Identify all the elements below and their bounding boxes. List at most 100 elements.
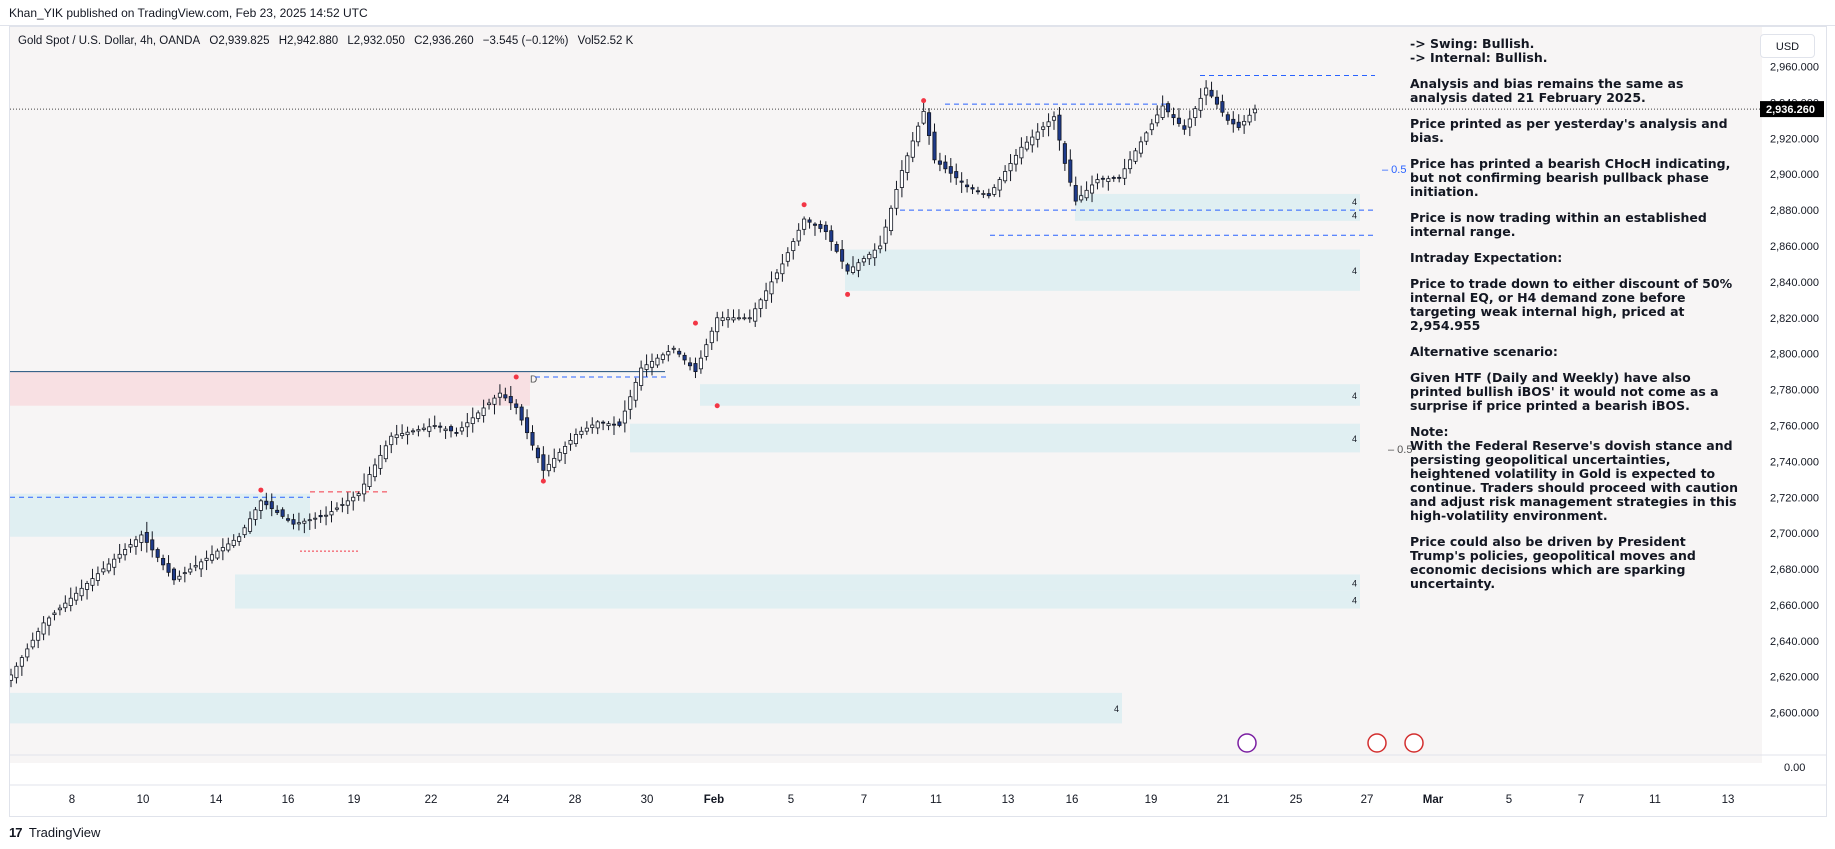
x-tick-label: 8 <box>69 794 75 806</box>
candle-body <box>850 266 856 273</box>
note-trump: Price could also be driven by President … <box>1410 534 1696 591</box>
candle <box>378 444 383 475</box>
candle-body <box>747 317 752 320</box>
candle <box>1182 119 1187 135</box>
event-marker-icon <box>1404 733 1424 753</box>
candle-body <box>883 226 888 244</box>
candle <box>291 513 296 530</box>
candle-body <box>1198 97 1203 111</box>
candle-body <box>367 474 372 487</box>
candle-body <box>334 507 339 510</box>
candle-body <box>79 587 84 597</box>
x-tick-label: 7 <box>1578 794 1584 806</box>
candle <box>856 258 861 278</box>
candle-body <box>1041 126 1046 130</box>
currency-button[interactable]: USD <box>1760 34 1815 58</box>
ohlc-low: L2,932.050 <box>347 35 405 47</box>
candle <box>68 587 73 612</box>
swing-point <box>845 291 851 297</box>
candle-body <box>617 421 622 426</box>
eq-label: – 0.5 <box>1388 444 1412 456</box>
y-tick-label: 2,780.000 <box>1770 385 1819 397</box>
candle-body <box>1187 118 1192 128</box>
candle-body <box>1068 159 1073 183</box>
symbol-legend: Gold Spot / U.S. Dollar, 4h, OANDA O2,93… <box>18 35 639 47</box>
candle <box>541 446 546 481</box>
candle-body <box>954 171 959 179</box>
swing-point <box>258 487 264 493</box>
candle <box>649 353 655 376</box>
candle-body <box>802 218 807 230</box>
candle-body <box>41 622 46 635</box>
candle-body <box>1073 185 1078 202</box>
candle-body <box>133 539 138 547</box>
candle-body <box>791 241 796 252</box>
symbol-name: Gold Spot / U.S. Dollar, 4h, OANDA <box>18 35 201 47</box>
candle <box>595 420 600 435</box>
candle-body <box>193 565 198 568</box>
candle-body <box>764 290 769 301</box>
price-chart[interactable]: 4 4 4 4 4 4 4 4 D – 0.5 – 0.5 2,600.000 2,620.000 2,6… <box>10 27 1827 817</box>
candle-body <box>785 252 790 262</box>
candle <box>383 440 388 463</box>
note-choch: Price has printed a bearish CHocH indica… <box>1410 156 1731 199</box>
candle <box>307 513 312 530</box>
x-tick-label: 16 <box>282 794 295 806</box>
candle-body <box>546 463 551 472</box>
chart-frame[interactable]: 4 4 4 4 4 4 4 4 D – 0.5 – 0.5 2,600.000 2,620.000 2,6… <box>9 26 1827 817</box>
candle <box>584 421 589 435</box>
candle-body <box>829 230 834 242</box>
candle-body <box>1013 154 1019 165</box>
candle-body <box>345 500 350 506</box>
x-tick-label: 24 <box>497 794 510 806</box>
candle <box>313 512 318 529</box>
candle <box>622 400 627 433</box>
candle <box>296 512 301 531</box>
candle-body <box>454 432 459 434</box>
candle-body <box>307 519 312 522</box>
candle <box>74 586 79 605</box>
candle <box>329 500 334 523</box>
candle-body <box>340 504 345 506</box>
candle-body <box>601 421 606 424</box>
candle-body <box>856 262 861 271</box>
tradingview-logo[interactable]: 17 <box>9 825 23 840</box>
candle <box>367 466 372 490</box>
candle-body <box>14 665 19 679</box>
candle <box>905 152 910 181</box>
candle-body <box>139 534 144 543</box>
candle-body <box>959 180 964 183</box>
note-alt-heading: Alternative scenario: <box>1410 344 1558 359</box>
candle-body <box>1144 132 1149 142</box>
candle-body <box>807 219 812 223</box>
candle <box>144 521 149 553</box>
candle <box>1046 113 1051 137</box>
candle <box>231 534 236 548</box>
x-tick-label: 13 <box>1002 794 1015 806</box>
candle-body <box>840 249 845 262</box>
candle <box>726 308 731 328</box>
candle <box>340 497 345 513</box>
y-tick-label: 2,900.000 <box>1770 169 1819 181</box>
candle-body <box>720 317 725 321</box>
candle-body <box>666 351 671 356</box>
candle <box>177 570 182 582</box>
candle <box>171 567 176 585</box>
candle <box>1166 101 1171 118</box>
note-fed: With the Federal Reserve's dovish stance… <box>1410 438 1738 523</box>
candle <box>1198 88 1203 118</box>
candle <box>530 425 535 451</box>
candle <box>410 428 416 435</box>
candle <box>421 423 426 432</box>
candle-body <box>394 434 399 439</box>
candle <box>796 223 801 246</box>
candle <box>362 473 367 502</box>
swing-point <box>921 98 927 104</box>
candle-body <box>46 617 52 626</box>
candle <box>1019 137 1024 165</box>
zone-label: 4 <box>1352 391 1357 401</box>
x-tick-label: 16 <box>1066 794 1079 806</box>
candle-body <box>590 424 595 428</box>
candle-body <box>247 518 253 532</box>
candle <box>438 422 443 433</box>
